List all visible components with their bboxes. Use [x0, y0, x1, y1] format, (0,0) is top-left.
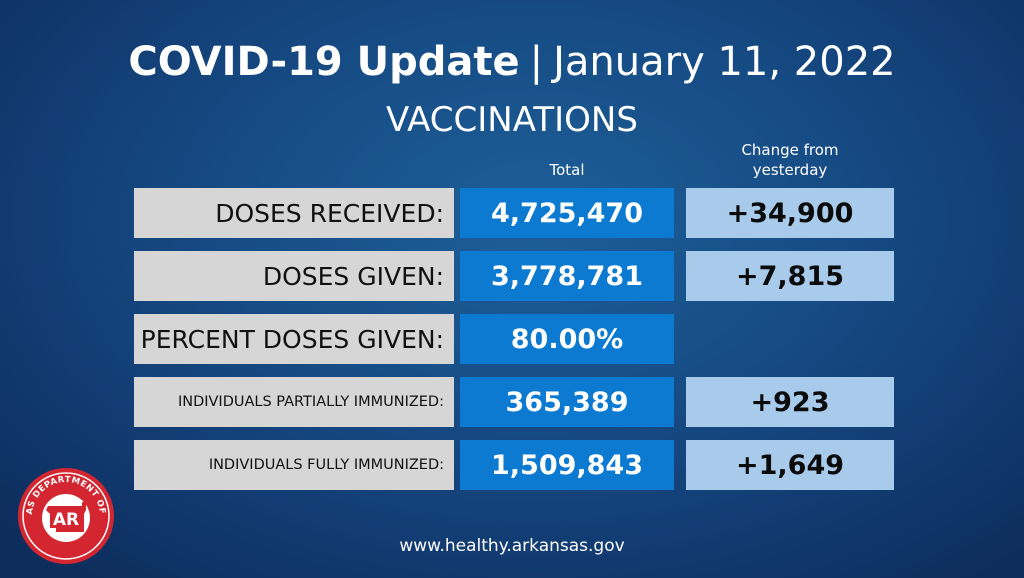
row-doses-received: DOSES RECEIVED: 4,725,470 +34,900: [134, 188, 894, 238]
footer-url: www.healthy.arkansas.gov: [399, 536, 625, 556]
row-doses-given: DOSES GIVEN: 3,778,781 +7,815: [134, 251, 894, 301]
row-label: DOSES RECEIVED:: [134, 188, 454, 238]
row-partially-immunized: INDIVIDUALS PARTIALLY IMMUNIZED: 365,389…: [134, 377, 894, 427]
row-label: DOSES GIVEN:: [134, 251, 454, 301]
seal-monogram: AR: [53, 510, 79, 530]
row-change-value: +34,900: [686, 188, 894, 238]
section-subtitle: VACCINATIONS: [386, 100, 638, 140]
row-change-value: +7,815: [686, 251, 894, 301]
row-total-value: 3,778,781: [460, 251, 674, 301]
row-percent-doses-given: PERCENT DOSES GIVEN: 80.00%: [134, 314, 894, 364]
row-change-value: +1,649: [686, 440, 894, 490]
arkansas-department-of-health-seal-icon: ARKANSAS DEPARTMENT OF HEALTH AR: [16, 466, 114, 564]
title-main: COVID-19 Update: [128, 39, 520, 85]
row-total-value: 4,725,470: [460, 188, 674, 238]
column-header-change-line2: yesterday: [752, 161, 828, 179]
row-label: PERCENT DOSES GIVEN:: [134, 314, 454, 364]
row-label: INDIVIDUALS PARTIALLY IMMUNIZED:: [134, 377, 454, 427]
row-label: INDIVIDUALS FULLY IMMUNIZED:: [134, 440, 454, 490]
row-total-value: 1,509,843: [460, 440, 674, 490]
row-total-value: 365,389: [460, 377, 674, 427]
column-header-change: Change from yesterday: [686, 140, 894, 180]
column-header-total: Total: [549, 161, 585, 179]
column-header-change-line1: Change from: [741, 141, 839, 159]
page-title: COVID-19 Update | January 11, 2022: [0, 38, 1024, 86]
title-separator: |: [529, 39, 544, 85]
title-date: January 11, 2022: [553, 39, 896, 85]
row-change-value: +923: [686, 377, 894, 427]
row-total-value: 80.00%: [460, 314, 674, 364]
row-fully-immunized: INDIVIDUALS FULLY IMMUNIZED: 1,509,843 +…: [134, 440, 894, 490]
